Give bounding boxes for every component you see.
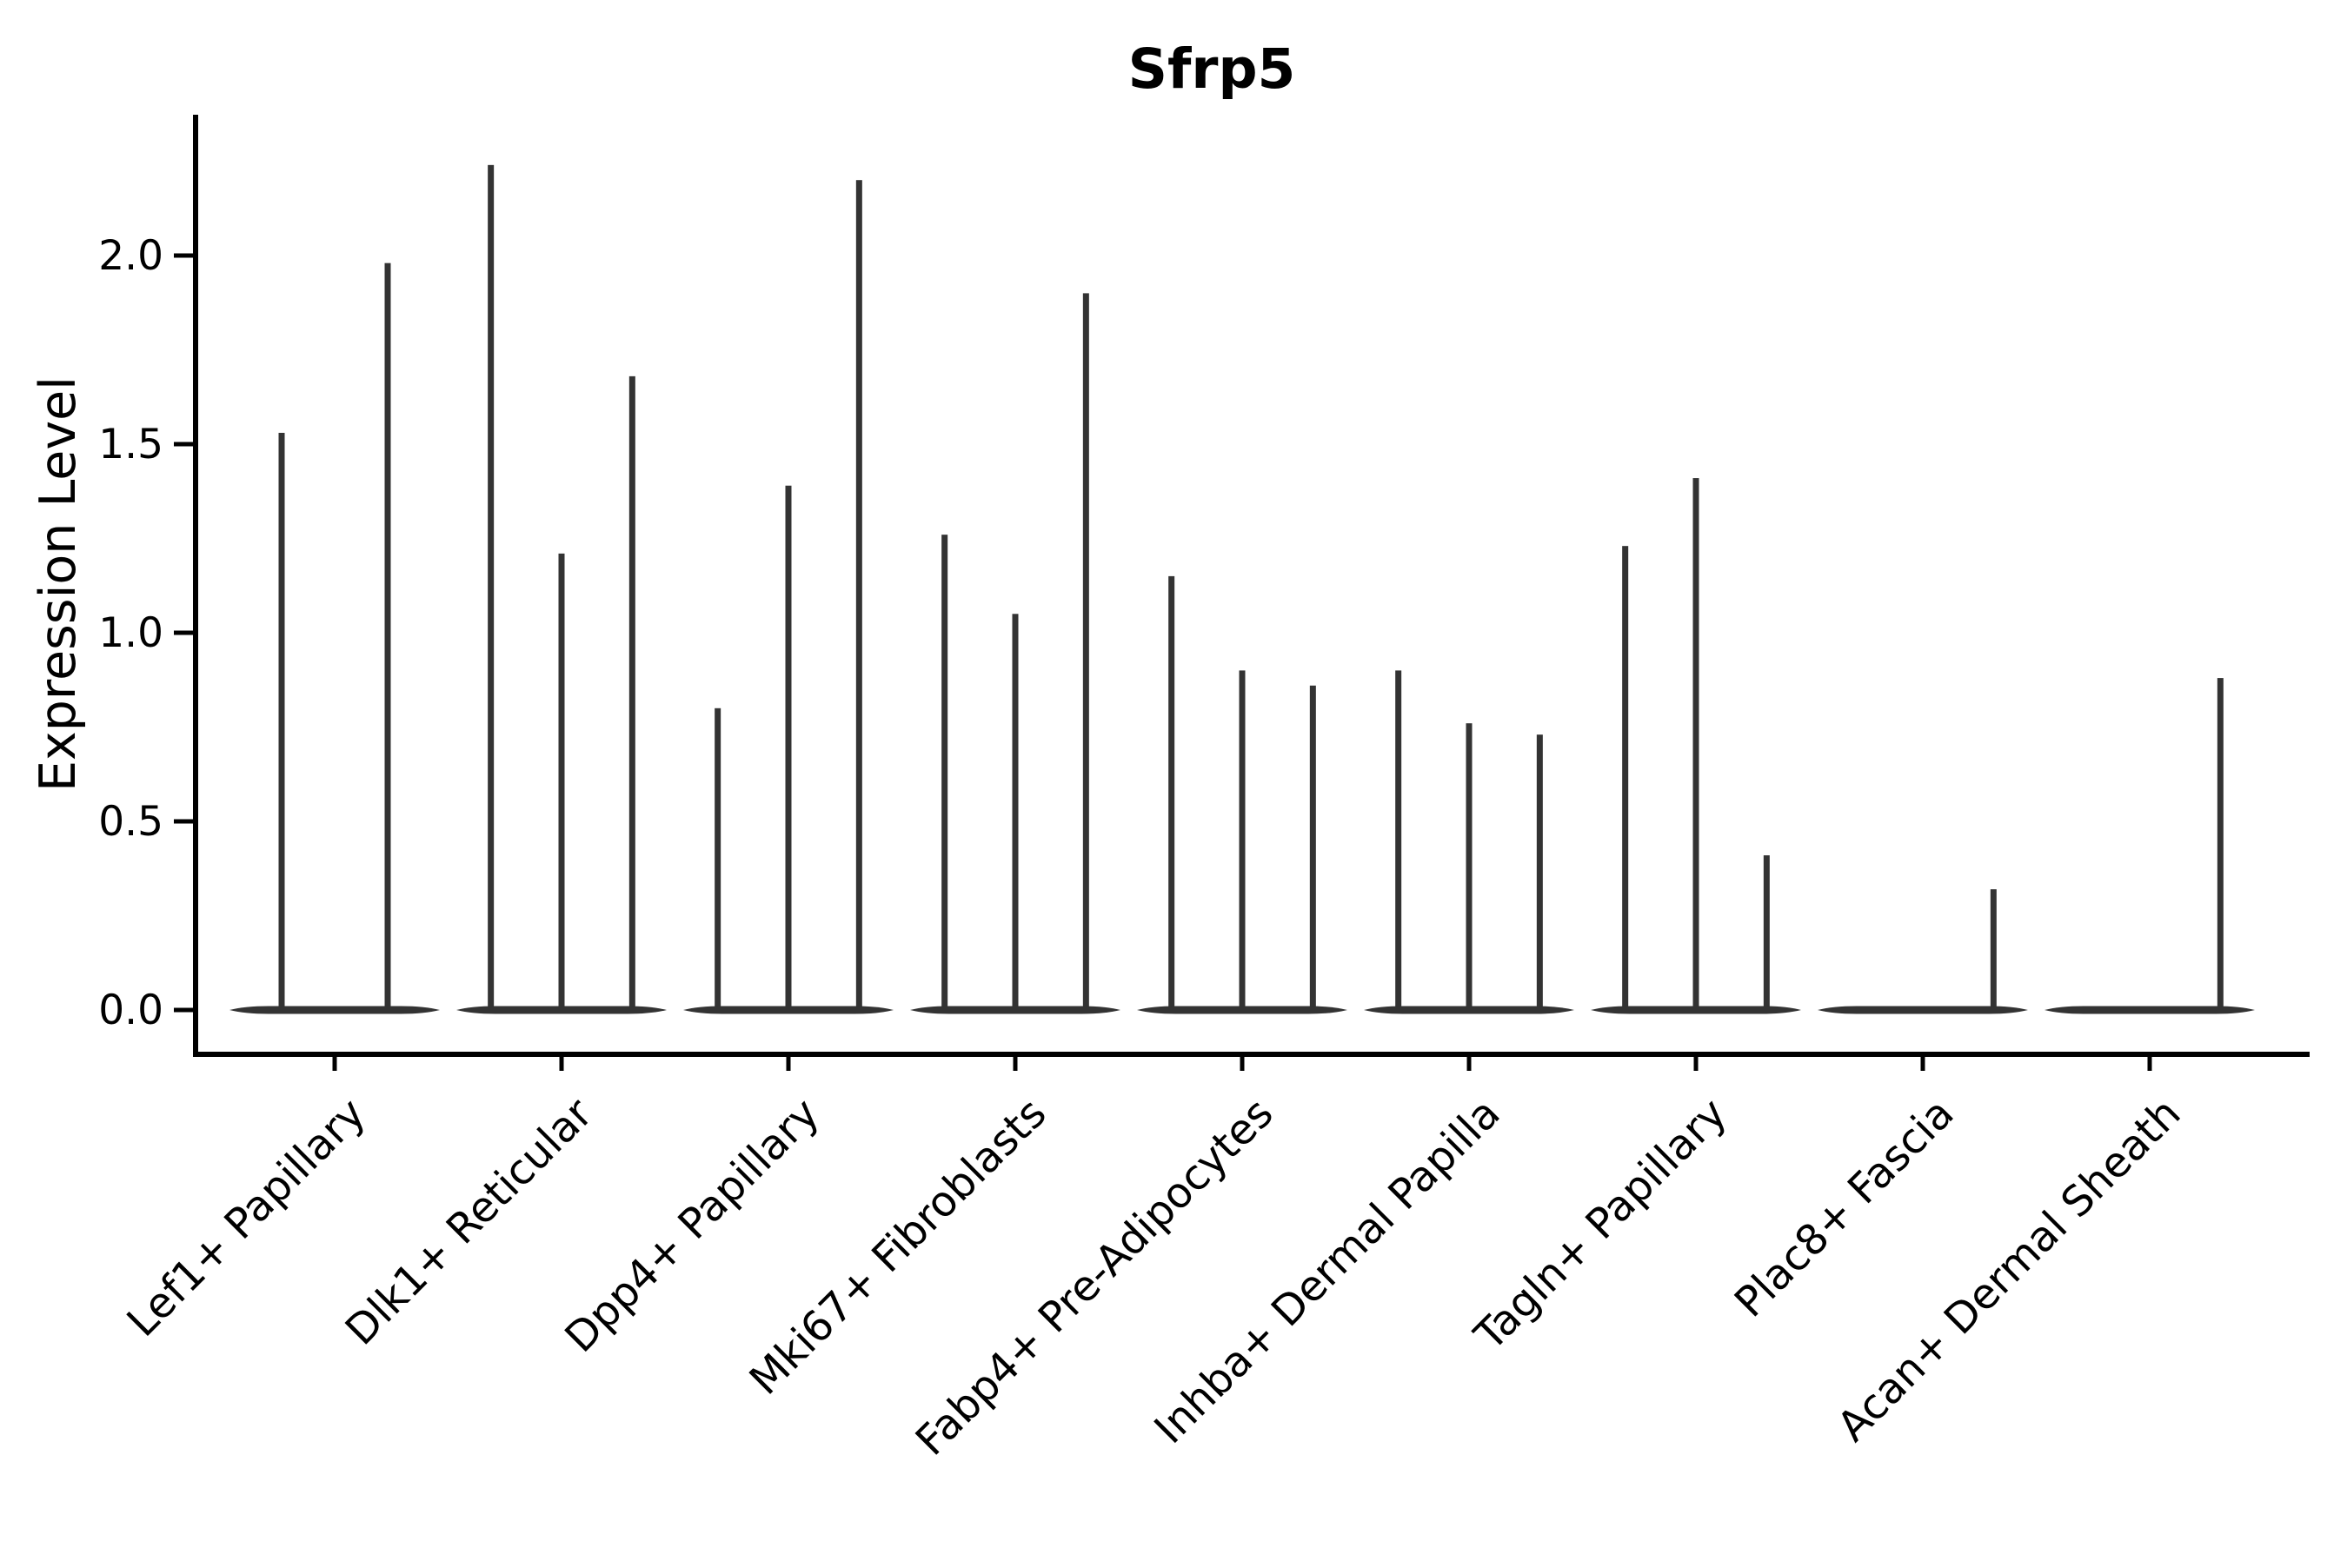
violin-spike: [558, 553, 565, 1013]
violin-spike: [1692, 478, 1699, 1013]
x-tick: [786, 1057, 791, 1071]
violin-spike: [1395, 670, 1402, 1013]
violin-spike: [1309, 685, 1316, 1013]
violin-spike: [1466, 723, 1473, 1013]
y-tick-labels: 0.0 0.5 1.0 1.5 2.0: [98, 232, 163, 1034]
x-tick: [1693, 1057, 1699, 1071]
violin-base: [910, 1006, 1120, 1014]
x-tick: [1920, 1057, 1925, 1071]
y-tick-label: 0.0: [98, 987, 163, 1034]
y-tick-label: 0.5: [98, 798, 163, 846]
violin-base: [683, 1006, 894, 1014]
violin-spike: [715, 708, 721, 1013]
y-tick: [174, 1007, 193, 1013]
y-tick-label: 2.0: [98, 232, 163, 280]
violin-base: [1818, 1006, 2028, 1014]
violin-group: [1591, 478, 1801, 1014]
x-tick: [559, 1057, 564, 1071]
violin-spike: [1168, 575, 1175, 1013]
violin-base: [1591, 1006, 1801, 1014]
y-tick-label: 1.0: [98, 609, 163, 657]
x-tick-label: Dpp4+ Papillary: [555, 1089, 828, 1362]
violin-group: [1364, 670, 1574, 1014]
x-tick-label: Fabp4+ Pre-Adipocytes: [907, 1089, 1283, 1465]
y-axis-spine: [193, 115, 198, 1057]
violin-base: [456, 1006, 667, 1014]
axes: [174, 115, 2310, 1071]
x-tick-label: Lef1+ Papillary: [118, 1089, 376, 1346]
violin-group: [229, 262, 440, 1014]
violin-spike: [488, 164, 495, 1013]
violin-spike: [855, 180, 862, 1013]
violin-spike: [941, 535, 948, 1013]
y-axis-label: Expression Level: [30, 376, 87, 792]
violin-base: [1364, 1006, 1574, 1014]
y-tick: [174, 630, 193, 635]
violin-group: [456, 164, 667, 1014]
violin-spike: [1763, 855, 1770, 1013]
violins: [229, 164, 2255, 1014]
violin-base: [229, 1006, 440, 1014]
y-tick: [174, 819, 193, 824]
x-tick: [1466, 1057, 1472, 1071]
x-tick: [332, 1057, 337, 1071]
violin-group: [683, 180, 894, 1014]
violin-group: [1818, 889, 2028, 1014]
violin-spike: [1012, 614, 1019, 1013]
violin-base: [1137, 1006, 1347, 1014]
violin-spike: [384, 262, 391, 1013]
y-tick: [174, 253, 193, 258]
x-tick-label: Dlk1+ Reticular: [336, 1089, 602, 1355]
violin-group: [1137, 575, 1347, 1014]
x-axis-spine: [193, 1052, 2310, 1057]
violin-base: [2044, 1006, 2255, 1014]
violin-group: [2044, 678, 2255, 1014]
y-tick: [174, 442, 193, 447]
x-tick-label: Tagln+ Papillary: [1465, 1089, 1736, 1360]
x-tick: [2147, 1057, 2152, 1071]
violin-spike: [2217, 678, 2224, 1013]
violin-spike: [785, 485, 792, 1013]
x-tick: [1013, 1057, 1018, 1071]
violin-spike: [1536, 734, 1543, 1013]
y-tick-label: 1.5: [98, 421, 163, 468]
x-tick: [1240, 1057, 1245, 1071]
chart-title: Sfrp5: [1128, 37, 1296, 101]
violin-spike: [1239, 670, 1246, 1013]
x-tick-label: Plac8+ Fascia: [1725, 1089, 1964, 1327]
violin-spike: [278, 432, 285, 1013]
violin-spike: [1990, 889, 1997, 1013]
violin-spike: [1082, 293, 1089, 1013]
violin-spike: [1622, 546, 1629, 1013]
violin-spike: [628, 375, 635, 1013]
violin-group: [910, 293, 1120, 1014]
